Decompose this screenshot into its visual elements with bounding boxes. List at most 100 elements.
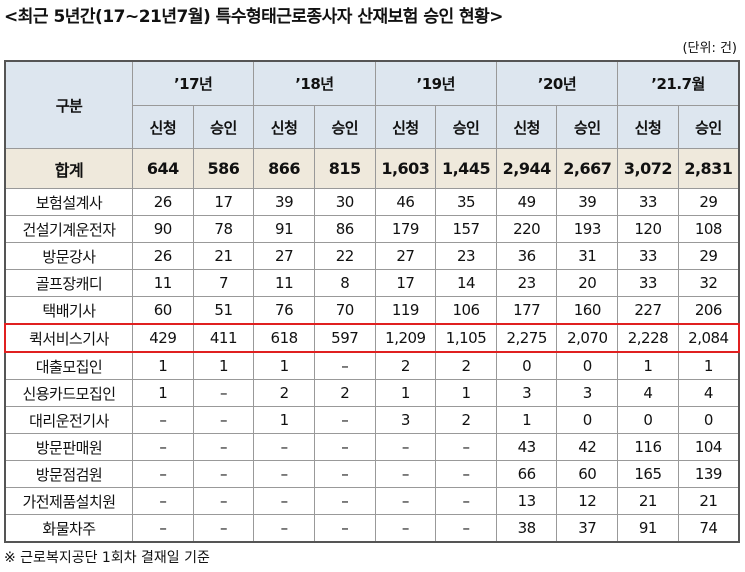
- table-row: 골프장캐디 11 7 11 8 17 14 23 20 33 32: [4, 269, 740, 297]
- cell: 43: [495, 433, 558, 461]
- subheader-row: 신청 승인 신청 승인 신청 승인 신청 승인 신청 승인: [5, 105, 740, 149]
- data-table: 구분 ’17년 ’18년 ’19년 ’20년 ’21.7월 신청 승인 신청 승인 신청 승인 신청 승인…: [4, 60, 740, 543]
- cell: 586: [192, 148, 255, 189]
- table-row: 가전제품설치원 – – – – – –13 12 21 21: [4, 487, 740, 515]
- cell: 35: [435, 188, 497, 216]
- cell: 179: [374, 215, 437, 243]
- cell: –: [192, 460, 255, 488]
- cell: 644: [132, 148, 194, 189]
- cell: 0: [677, 406, 740, 434]
- year-header: ’19년: [374, 60, 497, 106]
- cell: 3,072: [617, 148, 679, 189]
- cell: 38: [495, 514, 558, 543]
- cell: –: [313, 433, 376, 461]
- cell: 74: [677, 514, 740, 543]
- cell: 2: [313, 379, 376, 407]
- cell: 1,603: [374, 148, 437, 189]
- table-row: 방문강사 26 21 27 22 27 23 36 31 33 29: [4, 242, 740, 270]
- cell: 177: [495, 296, 558, 325]
- subheader: 신청: [374, 105, 437, 149]
- subheader: 승인: [556, 105, 619, 149]
- cell: –: [132, 460, 194, 488]
- table-row: 대출모집인 1 1 1–2 2 0 0 1 1: [4, 351, 740, 380]
- row-label: 보험설계사: [4, 188, 133, 216]
- row-label: 택배기사: [4, 296, 133, 325]
- cell: 165: [617, 460, 679, 488]
- subheader: 승인: [677, 105, 740, 149]
- year-header: ’18년: [253, 60, 376, 106]
- row-label: 대출모집인: [4, 351, 133, 380]
- cell: 27: [253, 242, 315, 270]
- subheader: 신청: [495, 105, 558, 149]
- cell: 37: [556, 514, 619, 543]
- cell: 70: [313, 296, 376, 325]
- cell: 11: [253, 269, 315, 297]
- cell: 1: [495, 406, 558, 434]
- cell: 46: [374, 188, 437, 216]
- cell: 49: [495, 188, 558, 216]
- year-header: ’21.7월: [617, 60, 740, 106]
- cell: –: [435, 514, 497, 543]
- row-label: 신용카드모집인: [4, 379, 133, 407]
- cell: 1: [253, 406, 315, 434]
- cell: 3: [495, 379, 558, 407]
- cell: 3: [556, 379, 619, 407]
- cell: 139: [677, 460, 740, 488]
- cell: 8: [313, 269, 376, 297]
- cell: –: [132, 514, 194, 543]
- cell: –: [313, 460, 376, 488]
- cell: 597: [313, 323, 376, 353]
- cell: 26: [132, 188, 194, 216]
- row-label: 대리운전기사: [4, 406, 133, 434]
- cell: –: [192, 433, 255, 461]
- cell: 1: [253, 351, 315, 380]
- cell: 91: [617, 514, 679, 543]
- cell: 32: [677, 269, 740, 297]
- cell: 51: [192, 296, 255, 325]
- title: <최근 5년간(17~21년7월) 특수형태근로종사자 산재보험 승인 현황>: [4, 7, 504, 27]
- cell: 160: [556, 296, 619, 325]
- cell: 33: [617, 269, 679, 297]
- cell: –: [253, 433, 315, 461]
- cell: 1: [192, 351, 255, 380]
- cell: 27: [374, 242, 437, 270]
- cell: 193: [556, 215, 619, 243]
- cell: 3: [374, 406, 437, 434]
- cell: 39: [253, 188, 315, 216]
- row-label: 골프장캐디: [4, 269, 133, 297]
- cell: 120: [617, 215, 679, 243]
- footnote: ※ 근로복지공단 1회차 결재일 기준: [4, 550, 210, 566]
- cell: 0: [556, 351, 619, 380]
- total-row: 합계 644 586 866 815 1,603 1,445 2,944 2,667 3,072 2…: [4, 148, 740, 189]
- cell: –: [374, 433, 437, 461]
- cell: 2,944: [495, 148, 558, 189]
- cell: 33: [617, 242, 679, 270]
- cell: 1,209: [374, 323, 437, 353]
- cell: 21: [192, 242, 255, 270]
- row-label: 방문강사: [4, 242, 133, 270]
- cell: 39: [556, 188, 619, 216]
- cell: 2,831: [677, 148, 740, 189]
- cell: –: [253, 460, 315, 488]
- cell: 106: [435, 296, 497, 325]
- year-header: ’17년: [131, 60, 255, 106]
- cell: 33: [617, 188, 679, 216]
- table-row: 방문판매원 – – – – – –43 42 116 104: [4, 433, 740, 461]
- subheader: 신청: [617, 105, 679, 149]
- cell: 17: [192, 188, 255, 216]
- cell: 2: [435, 351, 497, 380]
- corner-header: 구분: [4, 60, 133, 149]
- cell: 104: [677, 433, 740, 461]
- row-label: 화물차주: [4, 514, 133, 543]
- cell: 1: [435, 379, 497, 407]
- cell: 618: [253, 323, 315, 353]
- header-row: 구분 ’17년 ’18년 ’19년 ’20년 ’21.7월: [4, 60, 740, 149]
- cell: 1: [617, 351, 679, 380]
- cell: 2,084: [677, 323, 740, 353]
- cell: 23: [495, 269, 558, 297]
- cell: 30: [313, 188, 376, 216]
- cell: 429: [132, 323, 194, 353]
- cell: 17: [374, 269, 437, 297]
- cell: 29: [677, 188, 740, 216]
